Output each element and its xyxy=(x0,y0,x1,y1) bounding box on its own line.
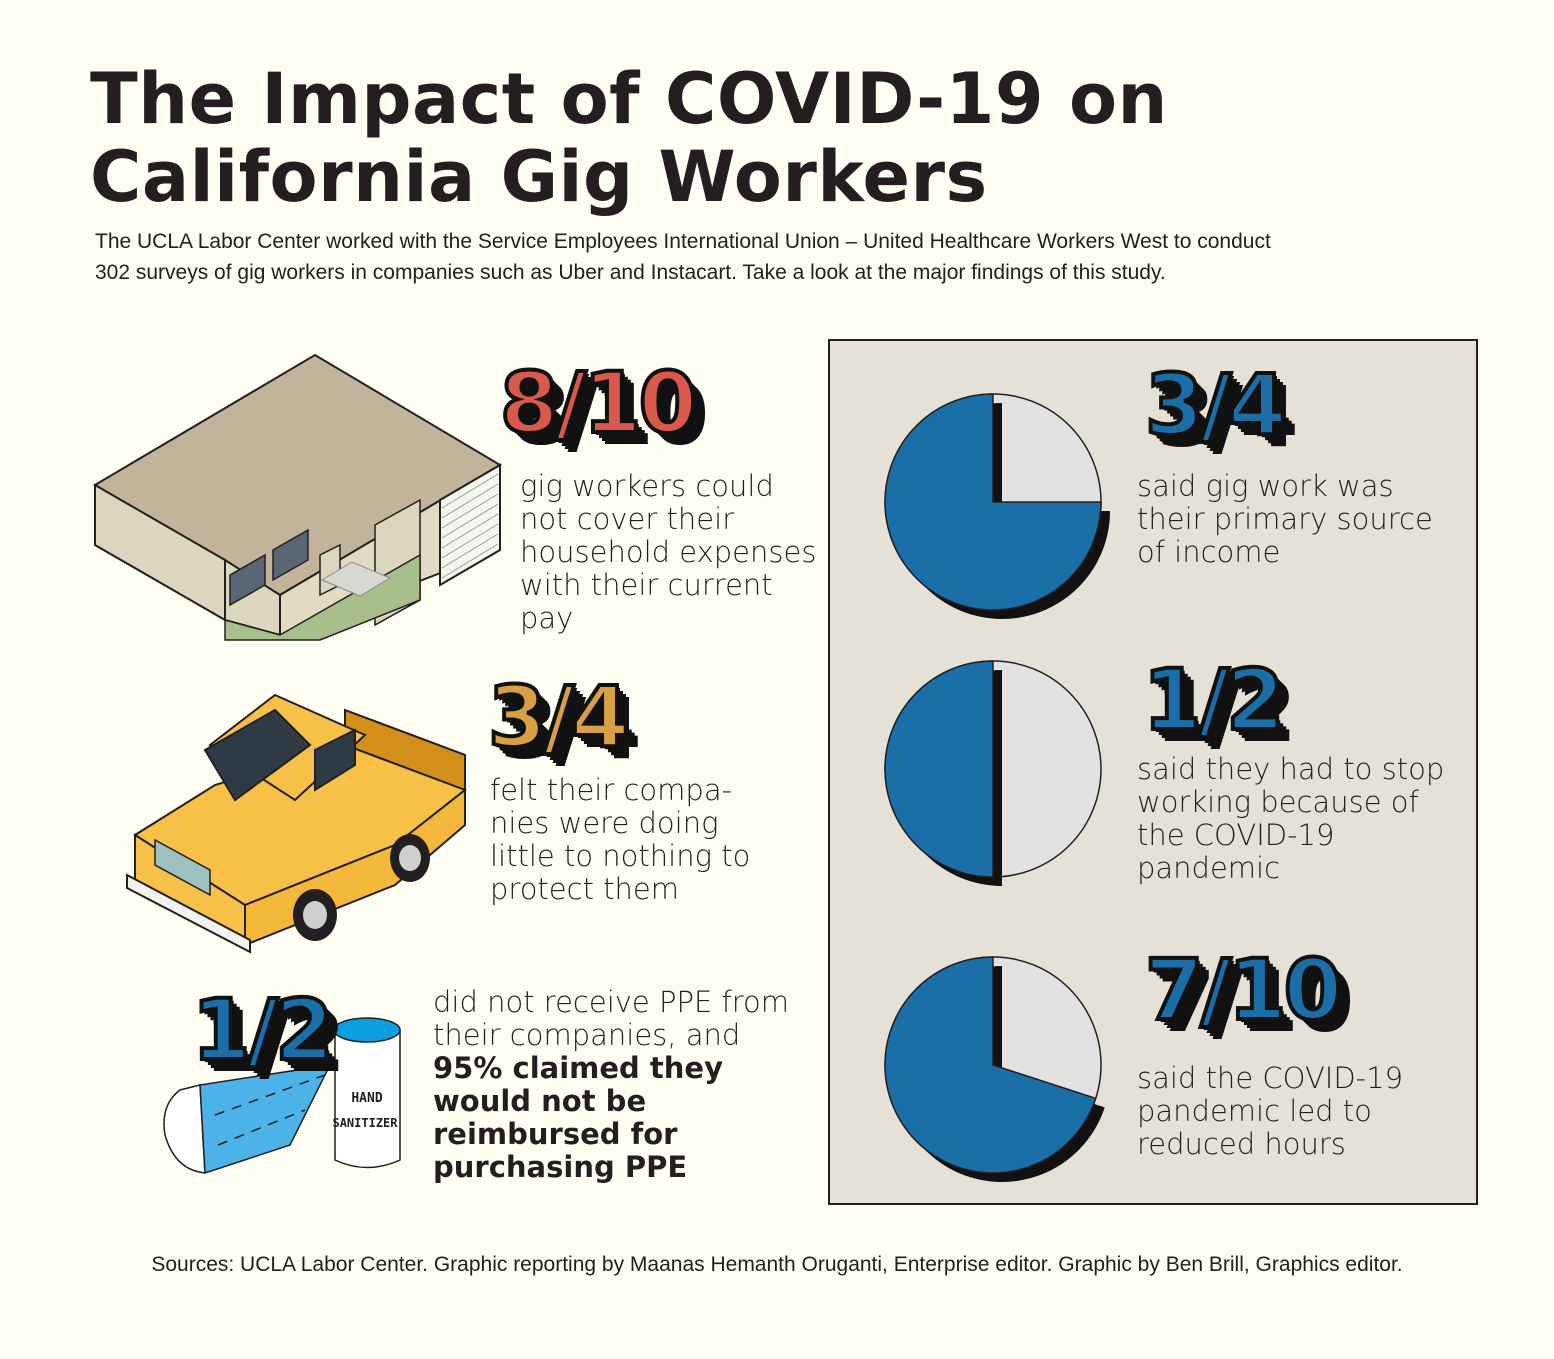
pie-value-slice xyxy=(884,393,1102,611)
right-stat-desc-1: said gig work was their primary source o… xyxy=(1137,469,1433,569)
stat-desc-3-regular: did not receive PPE from their companies… xyxy=(433,985,790,1052)
pie-value-slice xyxy=(884,660,994,878)
stat-desc-1: gig workers could not cover their househ… xyxy=(520,469,817,635)
stat-value-1: 8/10 xyxy=(498,354,699,452)
right-stat-value-1: 3/4 xyxy=(1143,356,1289,454)
stat-desc-3: did not receive PPE from their companies… xyxy=(433,986,793,1184)
right-stat-value-3: 7/10 xyxy=(1143,941,1344,1039)
sources-footer: Sources: UCLA Labor Center. Graphic repo… xyxy=(151,1253,1403,1276)
pie-chart-primary-income xyxy=(884,393,1110,619)
sanitizer-label: HAND xyxy=(351,1091,382,1106)
house-icon xyxy=(93,353,502,641)
ppe-icon: HAND SANITIZER xyxy=(163,1017,401,1175)
pie-value-slice xyxy=(884,956,1097,1174)
stat-desc-2: felt their compa-nies were doing little … xyxy=(490,773,751,906)
stat-desc-3-bold: 95% claimed they would not be reimbursed… xyxy=(433,1051,723,1184)
stat-value-2: 3/4 xyxy=(486,668,632,766)
right-stat-value-2: 1/2 xyxy=(1141,651,1287,749)
car-icon xyxy=(126,693,468,954)
stat-value-3: 1/2 xyxy=(190,981,336,1079)
right-stat-desc-3: said the COVID-19 pandemic led to reduce… xyxy=(1137,1061,1404,1161)
svg-text:SANITIZER: SANITIZER xyxy=(332,1116,398,1130)
page-title: The Impact of COVID-19 on California Gig… xyxy=(90,58,1168,218)
intro-text: The UCLA Labor Center worked with the Se… xyxy=(95,230,1271,284)
pie-chart-stop-working xyxy=(884,660,1102,886)
right-stat-desc-2: said they had to stop working because of… xyxy=(1137,752,1445,885)
pie-chart-reduced-hours xyxy=(884,956,1105,1182)
